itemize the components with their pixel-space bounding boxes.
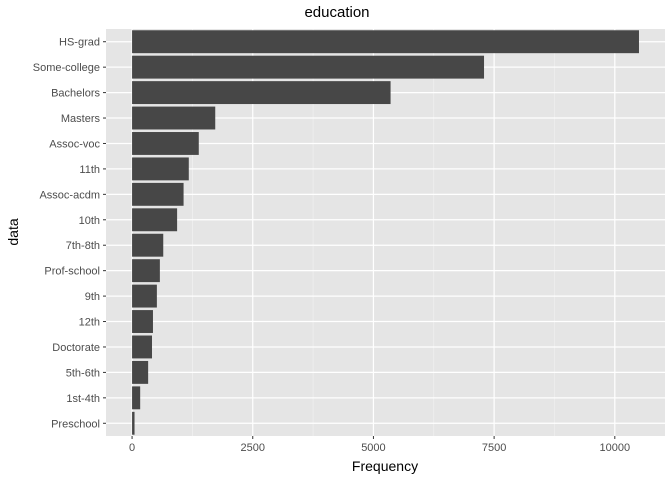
bars [132,30,639,435]
bar [132,30,639,54]
y-axis-title: data [5,218,21,245]
y-tick-label: 1st-4th [66,393,100,405]
bar [132,81,391,105]
y-tick-label: Assoc-acdm [39,189,100,201]
bar [132,106,216,130]
bar [132,411,135,435]
y-tick-label: 9th [85,291,100,303]
bar [132,157,189,181]
bar [132,55,485,79]
y-tick-label: Doctorate [52,342,100,354]
y-tick-label: 12th [79,317,100,329]
y-tick-label: 11th [79,164,100,176]
y-tick-label: Some-college [33,62,100,74]
y-tick-label: 5th-6th [66,367,100,379]
y-tick-label: 7th-8th [66,240,100,252]
x-axis-title: Frequency [352,458,418,474]
x-tick-label: 7500 [482,442,506,454]
bar [132,310,153,333]
y-axis-ticks: HS-grad Some-college Bachelors Masters Assoc… [33,37,106,430]
x-tick-label: 2500 [241,442,265,454]
chart-title: education [304,4,369,21]
bar [132,182,184,206]
bar [132,132,199,155]
bar [132,259,160,283]
bar [132,208,178,232]
bar [132,233,164,257]
y-tick-label: Masters [61,113,101,125]
bar [132,335,153,359]
x-tick-label: 5000 [361,442,385,454]
bar [132,360,149,384]
y-tick-label: Assoc-voc [49,138,100,150]
y-tick-label: Prof-school [44,266,100,278]
bar [132,386,141,410]
y-tick-label: 10th [79,215,100,227]
y-tick-label: HS-grad [59,37,100,49]
x-axis-ticks: 0 2500 5000 7500 10000 [129,436,630,454]
x-tick-label: 0 [129,442,135,454]
x-tick-label: 10000 [599,442,630,454]
y-tick-label: Bachelors [51,88,100,100]
bar [132,284,157,308]
y-tick-label: Preschool [51,418,100,430]
